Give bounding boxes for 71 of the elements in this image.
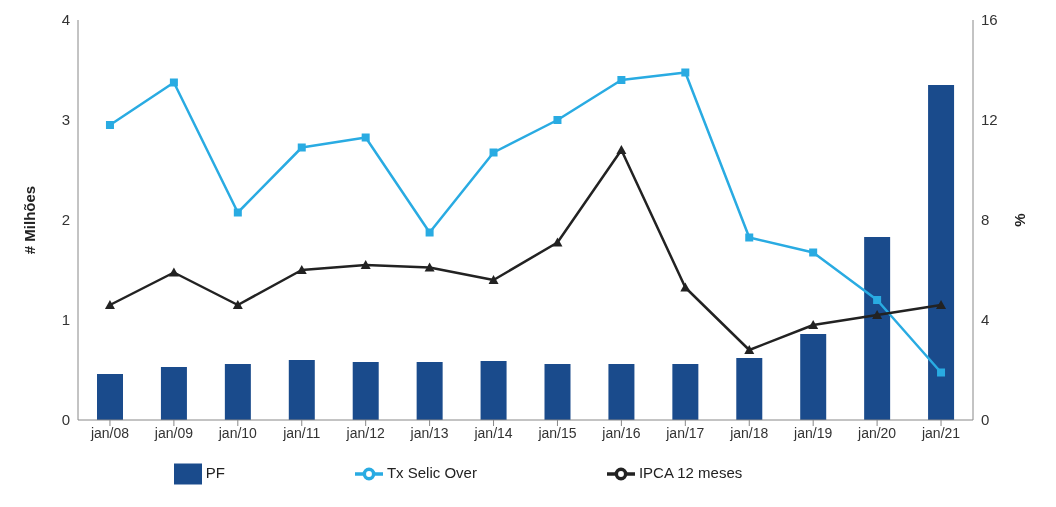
point	[681, 68, 690, 77]
bar	[480, 361, 507, 420]
point	[680, 282, 691, 292]
x-tick-label: jan/18	[729, 424, 769, 441]
point	[809, 248, 818, 257]
x-tick-label: jan/21	[920, 424, 961, 441]
point	[105, 121, 114, 129]
y-tick-label: 4	[61, 11, 70, 29]
x-tick-label: jan/08	[89, 424, 130, 441]
x-tick-label: jan/11	[282, 424, 321, 441]
point	[424, 262, 435, 272]
point	[360, 260, 371, 269]
point	[552, 237, 563, 247]
x-tick-label: jan/19	[793, 424, 833, 441]
y2-axis-title: %	[1011, 213, 1029, 227]
point	[296, 265, 307, 274]
point	[616, 145, 627, 154]
legend-label: IPCA 12 meses	[638, 463, 743, 481]
point	[104, 300, 115, 309]
point	[168, 267, 179, 277]
x-tick-label: jan/15	[537, 424, 577, 441]
y-tick-label: 1	[61, 311, 70, 329]
bar	[416, 362, 443, 420]
y2-tick-label: 8	[981, 211, 990, 229]
x-tick-label: jan/10	[217, 424, 258, 441]
point	[745, 233, 754, 242]
legend-label: PF	[205, 463, 225, 481]
y-axis-title: # Milhões	[21, 185, 39, 255]
x-tick-label: jan/16	[601, 424, 641, 441]
bar	[672, 364, 699, 420]
point	[873, 296, 882, 304]
x-tick-label: jan/17	[665, 424, 705, 441]
point	[872, 310, 883, 319]
point	[744, 345, 755, 354]
point	[233, 208, 242, 217]
y-tick-label: 2	[61, 211, 70, 229]
bar	[736, 358, 763, 420]
bar	[224, 364, 251, 420]
point	[297, 143, 306, 152]
point	[232, 300, 243, 309]
bar	[928, 85, 955, 420]
point	[617, 76, 626, 84]
point	[361, 133, 370, 142]
point	[425, 228, 434, 237]
bar	[97, 374, 123, 420]
bar	[160, 367, 187, 420]
y2-tick-label: 12	[981, 111, 998, 129]
x-tick-label: jan/14	[473, 424, 513, 441]
point	[169, 78, 178, 87]
point	[489, 148, 498, 157]
x-tick-label: jan/13	[409, 424, 449, 441]
bar	[288, 360, 315, 420]
point	[488, 275, 499, 284]
legend-label: Tx Selic Over	[386, 463, 477, 481]
point	[808, 320, 819, 329]
x-tick-label: jan/09	[153, 424, 194, 441]
y-tick-label: 0	[61, 411, 70, 429]
bar	[608, 364, 635, 420]
y2-tick-label: 16	[981, 11, 998, 29]
y2-tick-label: 4	[981, 311, 990, 329]
x-tick-label: jan/12	[345, 424, 385, 441]
bar	[352, 362, 379, 420]
bar	[864, 237, 891, 420]
y-tick-label: 3	[61, 111, 70, 129]
point	[553, 116, 562, 124]
point	[936, 300, 947, 309]
point	[937, 368, 946, 377]
x-tick-label: jan/20	[857, 424, 897, 441]
bar	[544, 364, 571, 420]
bar	[800, 334, 827, 420]
y2-tick-label: 0	[981, 411, 990, 429]
